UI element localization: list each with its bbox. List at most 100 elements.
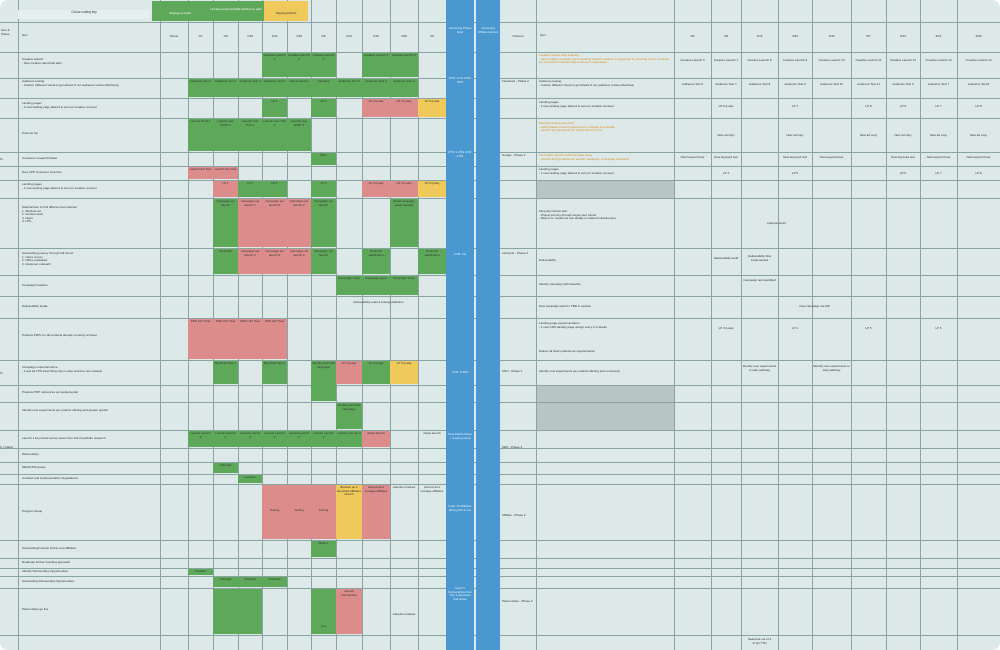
right-row-item: Deliverability bbox=[539, 259, 557, 262]
status-cell[interactable]: Launch Launch 2 bbox=[213, 431, 238, 447]
channel-label: Google - Phase 2 bbox=[502, 154, 526, 157]
status-cell[interactable]: Campaign set launch 2 bbox=[238, 249, 262, 274]
status-cell[interactable]: LP 2 bbox=[311, 181, 336, 197]
status-cell[interactable]: Testing bbox=[311, 485, 336, 539]
status-cell[interactable]: Filter bbox=[311, 153, 336, 165]
status-cell[interactable]: Launch doc Test bbox=[213, 167, 238, 179]
grid-line bbox=[160, 0, 161, 650]
status-cell[interactable]: Campaign set launch 2 bbox=[262, 199, 287, 247]
status-cell[interactable]: Campaign set launch bbox=[311, 199, 336, 247]
row-item: Identify new experiments per product off… bbox=[22, 409, 108, 412]
status-cell[interactable]: Campaign setup bbox=[362, 276, 390, 295]
col-header-phase: Item & Phase bbox=[1, 28, 10, 36]
status-cell[interactable]: Launch Launch 2 bbox=[262, 431, 287, 447]
status-cell[interactable]: Campaign set launch 2 bbox=[238, 199, 262, 247]
status-cell[interactable]: Adopt launch bbox=[362, 431, 390, 447]
status-cell[interactable]: Launch new TLO 2 bbox=[238, 119, 262, 151]
status-cell[interactable]: Launch Partnership bbox=[336, 589, 362, 634]
status-cell[interactable]: Launch Launch 2 bbox=[336, 431, 362, 447]
right-row-item: Lifecycle refresh plan - Project journey… bbox=[539, 210, 616, 221]
status-cell[interactable]: Big Draw Test 2 bbox=[262, 361, 287, 384]
status-cell[interactable]: Campaign set launch 2 bbox=[287, 249, 311, 274]
status-cell[interactable]: Blocked on 2 launched affiliates launch bbox=[336, 485, 362, 539]
status-cell[interactable]: LP 2 bbox=[311, 99, 336, 117]
status-cell[interactable]: LP 3 (Late) bbox=[362, 181, 390, 197]
status-cell[interactable]: Live bbox=[311, 589, 336, 634]
status-cell[interactable]: New Audience bbox=[287, 79, 311, 97]
status-cell[interactable]: Creative Launch 2 bbox=[287, 53, 311, 77]
status-cell[interactable]: LP 3 (Late) bbox=[362, 99, 390, 117]
legend-unclear: Unclear and potentially behind on path bbox=[208, 1, 264, 21]
status-cell[interactable]: Creative Launch 5 bbox=[390, 53, 418, 77]
status-cell[interactable]: Campaign set launch bbox=[311, 249, 336, 274]
status-cell[interactable]: Cleaning bbox=[311, 79, 336, 97]
status-cell[interactable]: Lenders bbox=[238, 475, 262, 483]
status-cell[interactable]: Campaign set launch 2 bbox=[287, 199, 311, 247]
status-cell[interactable]: LP 1 bbox=[262, 99, 287, 117]
status-cell[interactable]: Audience Test 4 bbox=[262, 79, 287, 97]
status-cell[interactable]: Send DM bbox=[213, 249, 238, 274]
status-cell[interactable]: Campaign set launch bbox=[213, 199, 238, 247]
status-cell[interactable]: Audience Test 3 bbox=[238, 79, 262, 97]
status-cell[interactable]: PDP LIFT Test bbox=[213, 319, 238, 359]
status-cell[interactable]: Campaign set launch 2 bbox=[262, 249, 287, 274]
status-cell[interactable]: LP 3 (Late) bbox=[336, 361, 362, 384]
status-cell[interactable]: Paused bbox=[188, 569, 213, 575]
status-cell[interactable]: Launch Launch 2 bbox=[188, 431, 213, 447]
status-cell[interactable] bbox=[213, 589, 238, 634]
status-cell[interactable]: Launch new FORT 1 bbox=[287, 119, 311, 151]
status-cell[interactable]: Campaign setup bbox=[336, 276, 362, 295]
status-cell[interactable]: Launch Proof 1 bbox=[188, 119, 213, 151]
status-cell[interactable]: Launch doc Test bbox=[188, 167, 213, 179]
status-cell[interactable]: LP 4 (Late) bbox=[390, 181, 418, 197]
plan-cell: Creative Launch 10 bbox=[818, 58, 845, 62]
status-cell[interactable]: Creative Launch 3 bbox=[311, 53, 336, 77]
status-cell[interactable]: LP 5 (Late) bbox=[418, 99, 446, 117]
status-cell: Recruit and manage affiliates bbox=[420, 485, 444, 493]
row-item: Promote list bbox=[22, 132, 38, 135]
status-cell[interactable]: Audience Test 4 bbox=[390, 79, 418, 97]
status-cell[interactable]: Onboard bbox=[262, 577, 287, 587]
status-cell[interactable]: LP 2 bbox=[262, 181, 287, 197]
status-cell[interactable]: Launch Launch 2 bbox=[238, 431, 262, 447]
status-cell[interactable]: Big Draw Test 1 bbox=[213, 361, 238, 384]
status-cell[interactable]: Wave 1 bbox=[311, 541, 336, 557]
status-cell[interactable]: Audience Test 2 bbox=[213, 79, 238, 97]
status-cell[interactable]: Launch new FORT 1 bbox=[213, 119, 238, 151]
status-cell[interactable]: LP 4 (Late) bbox=[362, 361, 390, 384]
status-cell[interactable]: Audience Test 1 bbox=[188, 79, 213, 97]
legend-slipping: Slipping behind bbox=[264, 1, 308, 21]
status-cell[interactable]: Identify and build campaign bbox=[336, 403, 362, 429]
status-cell[interactable] bbox=[238, 589, 262, 634]
status-cell[interactable]: Creative Launch 1 bbox=[262, 53, 287, 77]
status-cell[interactable]: PDP LIFT Test bbox=[238, 319, 262, 359]
status-cell[interactable]: Audience Test 3 bbox=[362, 79, 390, 97]
status-cell[interactable]: PDP LIFT Test bbox=[262, 319, 287, 359]
status-cell[interactable]: Testing bbox=[262, 485, 287, 539]
status-cell[interactable]: LP 1 bbox=[238, 181, 262, 197]
status-cell[interactable]: Campaign setup bbox=[390, 276, 418, 295]
status-cell[interactable]: Testing bbox=[287, 485, 311, 539]
plan-cell: Creative Launch 6 bbox=[680, 58, 705, 62]
status-cell[interactable]: Launch Launch 2 bbox=[287, 431, 311, 447]
status-cell[interactable]: Launch Launch 2 bbox=[311, 431, 336, 447]
status-cell[interactable]: Outcome clarification bbox=[418, 249, 446, 274]
status-cell[interactable]: LP 5 (Late) bbox=[418, 181, 446, 197]
status-cell[interactable]: Recruit and manage affiliates bbox=[362, 485, 390, 539]
status-cell[interactable]: Creative Launch 4 bbox=[362, 53, 390, 77]
status-cell[interactable]: Outcome clarification bbox=[362, 249, 390, 274]
status-cell[interactable]: LP 1 bbox=[213, 181, 238, 197]
status-cell[interactable]: Detail campaign setup needed bbox=[390, 199, 418, 247]
status-cell[interactable]: PDP LIFT Test bbox=[188, 319, 213, 359]
status-cell[interactable]: LP 5 (Late) bbox=[390, 361, 418, 384]
status-cell[interactable]: Onboard bbox=[213, 577, 238, 587]
status-cell[interactable]: LP 4 (Late) bbox=[390, 99, 418, 117]
status-cell[interactable]: Onboard bbox=[238, 577, 262, 587]
status-cell[interactable]: Onboard bbox=[213, 463, 238, 473]
empty-cell bbox=[537, 403, 674, 430]
status-cell[interactable]: Identify and build campaign bbox=[311, 361, 336, 401]
status-cell[interactable]: Audience Test 5 bbox=[336, 79, 362, 97]
empty-cell bbox=[537, 386, 674, 402]
status-cell[interactable]: Launch new TLD 3 bbox=[262, 119, 287, 151]
plan-cell: LP 4 bbox=[791, 326, 799, 330]
